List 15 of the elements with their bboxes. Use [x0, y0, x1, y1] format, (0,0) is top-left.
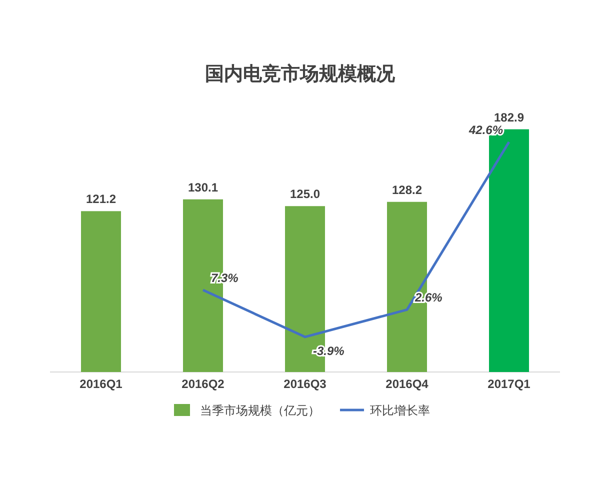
data-label: 182.9 — [494, 110, 524, 124]
x-tick-label: 2016Q4 — [386, 377, 429, 391]
data-label: 130.1 — [188, 180, 218, 194]
x-tick-label: 2016Q3 — [284, 377, 327, 391]
data-label: 128.2 — [392, 182, 422, 197]
x-tick-label: 2016Q2 — [182, 377, 225, 391]
bar — [81, 211, 121, 372]
legend-label: 环比增长率 — [370, 404, 430, 418]
data-label: 125.0 — [290, 187, 320, 202]
data-label: 42.6% — [468, 123, 504, 138]
x-tick-label: 2016Q1 — [80, 377, 123, 391]
legend-label: 当季市场规模（亿元） — [200, 404, 320, 418]
data-label: 121.2 — [86, 192, 116, 206]
x-tick-label: 2017Q1 — [488, 377, 531, 391]
chart-title: 国内电竞市场规模概况 — [205, 63, 396, 85]
